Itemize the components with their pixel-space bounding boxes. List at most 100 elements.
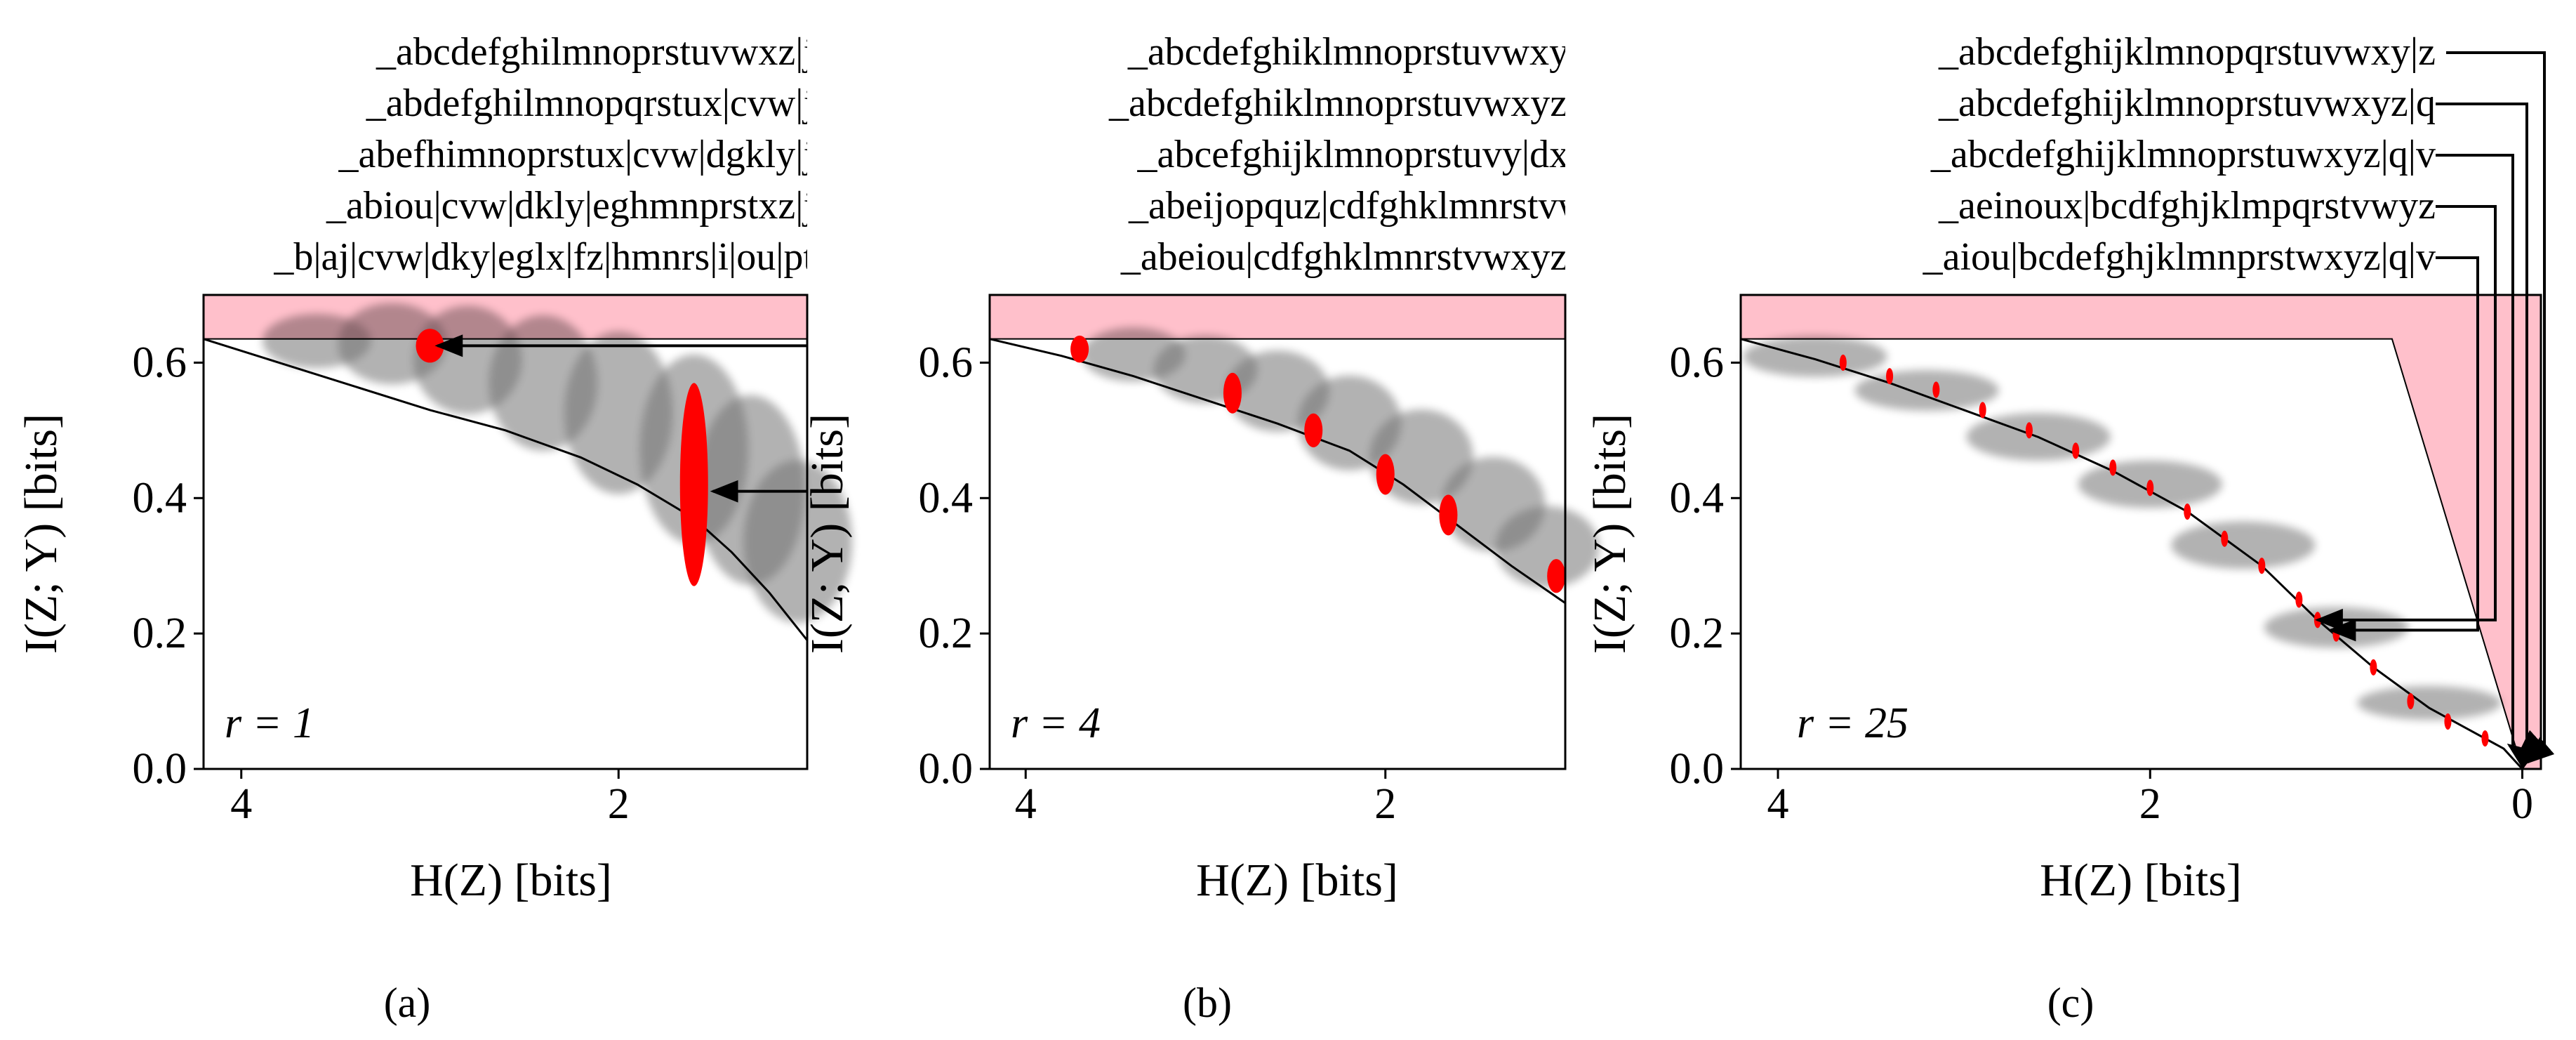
- highlighted-point: [2072, 442, 2080, 459]
- y-tick-label: 0.6: [1670, 338, 1725, 386]
- x-axis-label: H(Z) [bits]: [2040, 855, 2242, 906]
- partition-label: _b|aj|cvw|dky|eglx|fz|hmnrs|i|ou|pt: [273, 235, 814, 279]
- partition-label: _abcdefghijklmnopqrstuvwxy|z: [1938, 30, 2436, 74]
- cloud-point: [2357, 685, 2502, 720]
- partition-labels: _abcdefghiklmnoprstuvwxyz _abcdefghiklmn…: [1108, 30, 1587, 279]
- highlighted-point: [2407, 693, 2415, 710]
- infeasible-region: [990, 295, 1565, 339]
- x-tick-label: 2: [2139, 780, 2161, 828]
- highlighted-point: [1547, 559, 1566, 593]
- partition-label: _abcdefghijklmnoprstuvwxyz|q: [1938, 81, 2436, 125]
- highlighted-point: [1304, 413, 1323, 447]
- plot-area: [1740, 294, 2542, 770]
- highlighted-point: [2332, 625, 2340, 642]
- x-tick-label: 0: [2511, 780, 2533, 828]
- y-tick-label: 0.4: [133, 474, 187, 522]
- plot-area: [203, 295, 852, 641]
- solution-cloud: [1082, 327, 1600, 588]
- axes: 0.0 0.2 0.4 0.6 4 2: [919, 294, 1567, 828]
- axes-frame: [1739, 294, 2542, 770]
- x-axis-label: H(Z) [bits]: [1196, 855, 1398, 906]
- panel-label: (b): [1183, 980, 1232, 1026]
- highlighted-point: [1886, 368, 1894, 385]
- highlighted-point: [2025, 422, 2033, 439]
- highlighted-point: [2258, 558, 2266, 574]
- partition-label: _abiou|cvw|dkly|eghmnprstxz|j: [326, 184, 814, 228]
- highlighted-point: [1979, 402, 1986, 419]
- y-tick-label: 0.4: [919, 474, 974, 522]
- cloud-point: [1743, 336, 1887, 377]
- partition-label: _abcdefghiklmnoprstuvwxyz: [1127, 30, 1586, 74]
- highlighted-point: [1932, 381, 1940, 398]
- panel-label: (c): [2047, 980, 2094, 1026]
- y-tick-label: 0.0: [919, 745, 974, 793]
- y-tick-label: 0.2: [133, 610, 187, 657]
- highlighted-point: [1223, 372, 1242, 414]
- partition-label: _abdefghilmnopqrstux|cvw|j: [366, 81, 814, 125]
- r-value-label: r = 4: [1011, 699, 1101, 747]
- label-clip-mask: [807, 14, 835, 288]
- panel-label: (a): [384, 980, 431, 1026]
- y-axis-label: I(Z; Y) [bits]: [1584, 414, 1635, 654]
- panel-b: _abcdefghiklmnoprstuvwxyz _abcdefghiklmn…: [802, 14, 1600, 1026]
- y-tick-label: 0.4: [1670, 474, 1725, 522]
- x-tick-label: 4: [1767, 780, 1789, 828]
- y-tick-label: 0.6: [919, 338, 974, 386]
- cloud-point: [1495, 506, 1600, 588]
- partition-labels: _abcdefghijklmnopqrstuvwxy|z _abcdefghij…: [1923, 30, 2436, 279]
- callout-arrow: [2328, 256, 2479, 642]
- highlighted-point: [2109, 459, 2117, 476]
- highlighted-point: [2221, 530, 2229, 547]
- x-axis-label: H(Z) [bits]: [410, 855, 612, 906]
- y-tick-label: 0.2: [919, 610, 974, 657]
- y-axis-label: I(Z; Y) [bits]: [802, 414, 853, 654]
- highlighted-point: [679, 383, 708, 586]
- panel-c: _abcdefghijklmnopqrstuvwxy|z _abcdefghij…: [1584, 30, 2555, 1026]
- plot-area: [989, 295, 1600, 604]
- partition-label: _abefhimnoprstux|cvw|dgkly|j: [338, 133, 814, 176]
- y-tick-label: 0.0: [1670, 745, 1725, 793]
- partition-label: _abcdefghilmnoprstuvwxz|j: [376, 30, 814, 74]
- highlighted-point: [1839, 354, 1847, 371]
- cloud-point: [1854, 370, 1999, 411]
- y-axis-label: I(Z; Y) [bits]: [15, 414, 67, 654]
- cloud-point: [743, 460, 852, 623]
- highlighted-point: [2146, 480, 2154, 496]
- solution-cloud: [1743, 336, 2502, 720]
- r-value-label: r = 25: [1797, 699, 1908, 747]
- callout-arrows: [2314, 51, 2555, 770]
- x-tick-label: 2: [1374, 780, 1396, 828]
- highlighted-point: [1439, 494, 1458, 536]
- callout-arrow: [2314, 205, 2497, 631]
- y-tick-label: 0.0: [133, 745, 187, 793]
- partition-label: _abeiou|cdfghklmnrstvwxyz|j: [1120, 235, 1586, 279]
- partition-label: _aiou|bcdefghjklmnprstwxyz|q|v: [1923, 235, 2436, 279]
- solution-cloud: [262, 303, 852, 623]
- y-tick-label: 0.6: [133, 338, 187, 386]
- x-tick-label: 4: [1015, 780, 1037, 828]
- partition-labels: _abcdefghilmnoprstuvwxz|j _abdefghilmnop…: [273, 30, 814, 279]
- partition-label: _aeinoux|bcdfghjklmpqrstvwyz: [1938, 184, 2436, 228]
- y-tick-label: 0.2: [1670, 610, 1725, 657]
- frontier-line: [203, 338, 809, 641]
- highlighted-point: [2295, 591, 2303, 608]
- partition-label: _abcdefghiklmnoprstuvwxyz|j: [1108, 81, 1586, 125]
- highlighted-point: [2444, 713, 2452, 730]
- label-clip-mask: [1565, 14, 1593, 288]
- callout-arrow: [2436, 154, 2537, 770]
- highlighted-point: [2184, 503, 2191, 520]
- axes-frame: [988, 294, 1567, 770]
- axes: 0.0 0.2 0.4 0.6 4 2: [133, 294, 809, 828]
- panel-a: _abcdefghilmnoprstuvwxz|j _abdefghilmnop…: [15, 14, 852, 1026]
- highlighted-point: [1070, 335, 1089, 363]
- partition-label: _abcdefghijklmnoprstuwxyz|q|v: [1930, 133, 2436, 176]
- partition-label: _abcefghijklmnoprstuvy|dxz: [1136, 133, 1586, 176]
- r-value-label: r = 1: [225, 699, 314, 747]
- highlighted-point: [1376, 454, 1395, 495]
- cloud-point: [2171, 521, 2316, 570]
- x-tick-label: 4: [230, 780, 252, 828]
- axes-frame: [202, 294, 809, 770]
- highlighted-point: [2481, 730, 2489, 747]
- partition-label: _abeijopquz|cdfghklmnrstvw: [1128, 184, 1587, 228]
